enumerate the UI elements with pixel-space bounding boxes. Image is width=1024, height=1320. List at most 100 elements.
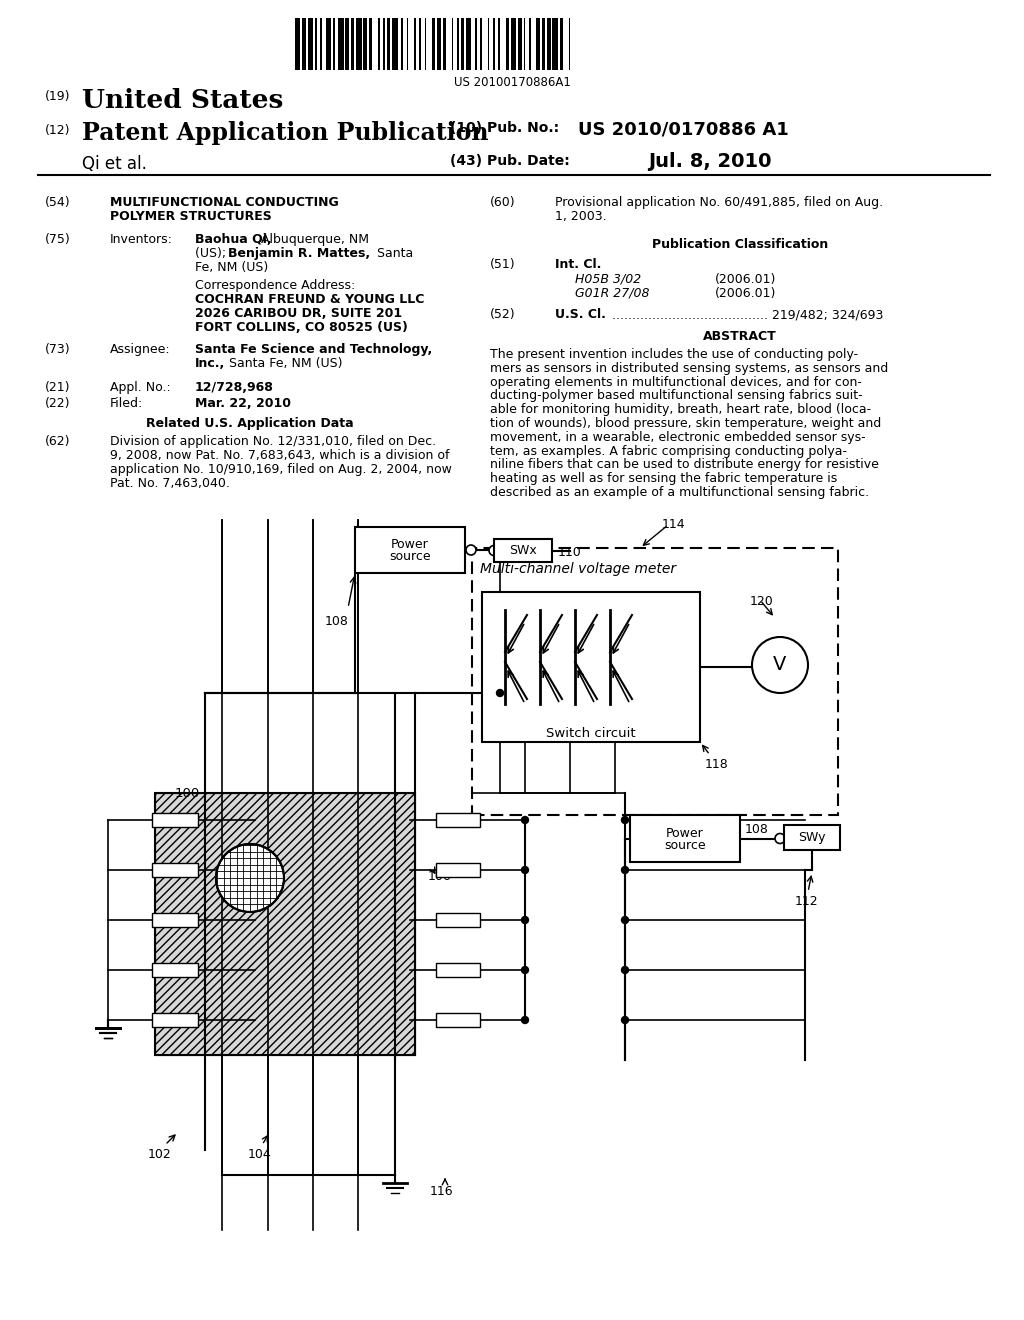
Text: (73): (73) <box>45 343 71 356</box>
Text: Related U.S. Application Data: Related U.S. Application Data <box>146 417 354 430</box>
Bar <box>436 913 480 927</box>
Bar <box>152 813 198 828</box>
Bar <box>494 539 552 562</box>
Text: (21): (21) <box>45 381 71 393</box>
Bar <box>338 18 344 70</box>
Text: Publication Classification: Publication Classification <box>652 238 828 251</box>
Text: 102: 102 <box>148 1148 172 1162</box>
Bar <box>321 18 322 70</box>
Text: United States: United States <box>82 88 284 114</box>
Text: Patent Application Publication: Patent Application Publication <box>82 121 488 145</box>
Bar <box>542 18 545 70</box>
Text: tion of wounds), blood pressure, skin temperature, weight and: tion of wounds), blood pressure, skin te… <box>490 417 882 430</box>
Bar <box>437 18 440 70</box>
Text: US 2010/0170886 A1: US 2010/0170886 A1 <box>578 121 788 139</box>
Text: Fe, NM (US): Fe, NM (US) <box>195 261 268 275</box>
Bar <box>333 18 335 70</box>
Text: source: source <box>665 840 706 851</box>
Text: 114: 114 <box>662 517 686 531</box>
Text: Pat. No. 7,463,040.: Pat. No. 7,463,040. <box>110 477 229 490</box>
Circle shape <box>775 833 785 843</box>
Text: niline fibers that can be used to distribute energy for resistive: niline fibers that can be used to distri… <box>490 458 879 471</box>
Bar <box>482 591 700 742</box>
Text: (US);: (US); <box>195 247 230 260</box>
Circle shape <box>521 966 528 974</box>
Text: ABSTRACT: ABSTRACT <box>703 330 777 343</box>
Text: operating elements in multifunctional devices, and for con-: operating elements in multifunctional de… <box>490 376 862 388</box>
Bar <box>152 863 198 876</box>
Text: POLYMER STRUCTURES: POLYMER STRUCTURES <box>110 210 271 223</box>
Text: 104: 104 <box>248 1148 271 1162</box>
Bar <box>436 1012 480 1027</box>
Text: US 20100170886A1: US 20100170886A1 <box>454 77 570 88</box>
Bar <box>369 18 373 70</box>
Text: described as an example of a multifunctional sensing fabric.: described as an example of a multifuncti… <box>490 486 869 499</box>
Text: Albuquerque, NM: Albuquerque, NM <box>257 234 369 246</box>
Bar <box>511 18 516 70</box>
Circle shape <box>521 1016 528 1023</box>
Circle shape <box>622 866 629 874</box>
Text: SWy: SWy <box>799 832 825 843</box>
Bar <box>487 18 489 70</box>
Text: (60): (60) <box>490 195 516 209</box>
Text: able for monitoring humidity, breath, heart rate, blood (loca-: able for monitoring humidity, breath, he… <box>490 403 871 416</box>
Text: FORT COLLINS, CO 80525 (US): FORT COLLINS, CO 80525 (US) <box>195 321 408 334</box>
Text: ducting-polymer based multifunctional sensing fabrics suit-: ducting-polymer based multifunctional se… <box>490 389 862 403</box>
Text: 110: 110 <box>558 546 582 558</box>
Bar <box>414 18 416 70</box>
Text: source: source <box>389 550 431 564</box>
Text: 1, 2003.: 1, 2003. <box>555 210 606 223</box>
Text: (22): (22) <box>45 397 71 411</box>
Bar <box>436 863 480 876</box>
Text: 120: 120 <box>750 595 774 609</box>
Bar <box>559 18 563 70</box>
Text: Power: Power <box>667 828 703 840</box>
Text: Switch circuit: Switch circuit <box>546 727 636 741</box>
Circle shape <box>489 545 499 556</box>
Text: 112: 112 <box>795 895 818 908</box>
Text: G01R 27/08: G01R 27/08 <box>575 286 649 300</box>
Bar <box>351 18 354 70</box>
Bar <box>152 913 198 927</box>
Text: (2006.01): (2006.01) <box>715 273 776 286</box>
Text: (54): (54) <box>45 195 71 209</box>
Bar <box>452 18 454 70</box>
Bar <box>547 18 551 70</box>
Text: Qi et al.: Qi et al. <box>82 154 146 173</box>
Circle shape <box>521 866 528 874</box>
Text: V: V <box>773 656 786 675</box>
Text: Filed:: Filed: <box>110 397 143 411</box>
Bar <box>356 18 361 70</box>
Text: (19): (19) <box>45 90 71 103</box>
Bar <box>152 964 198 977</box>
Bar <box>419 18 421 70</box>
Circle shape <box>622 916 629 924</box>
Circle shape <box>752 638 808 693</box>
Text: MULTIFUNCTIONAL CONDUCTING: MULTIFUNCTIONAL CONDUCTING <box>110 195 339 209</box>
Text: Jul. 8, 2010: Jul. 8, 2010 <box>648 152 771 172</box>
Bar <box>326 18 331 70</box>
Text: (52): (52) <box>490 308 516 321</box>
Text: application No. 10/910,169, filed on Aug. 2, 2004, now: application No. 10/910,169, filed on Aug… <box>110 463 452 477</box>
Text: Correspondence Address:: Correspondence Address: <box>195 279 355 292</box>
Bar <box>355 527 465 573</box>
Text: 116: 116 <box>430 1185 454 1199</box>
Bar <box>407 18 409 70</box>
Bar <box>442 18 446 70</box>
Bar <box>364 18 367 70</box>
Circle shape <box>216 843 284 912</box>
Bar <box>529 18 530 70</box>
Bar <box>480 18 482 70</box>
Text: U.S. Cl.: U.S. Cl. <box>555 308 606 321</box>
Bar <box>568 18 570 70</box>
Bar <box>383 18 385 70</box>
Text: (51): (51) <box>490 257 516 271</box>
Text: SWx: SWx <box>509 544 537 557</box>
Text: Mar. 22, 2010: Mar. 22, 2010 <box>195 397 291 411</box>
Bar <box>466 18 471 70</box>
Text: Santa Fe, NM (US): Santa Fe, NM (US) <box>225 356 342 370</box>
Text: movement, in a wearable, electronic embedded sensor sys-: movement, in a wearable, electronic embe… <box>490 430 865 444</box>
Text: 9, 2008, now Pat. No. 7,683,643, which is a division of: 9, 2008, now Pat. No. 7,683,643, which i… <box>110 449 450 462</box>
Bar <box>302 18 306 70</box>
Bar <box>155 793 415 1055</box>
